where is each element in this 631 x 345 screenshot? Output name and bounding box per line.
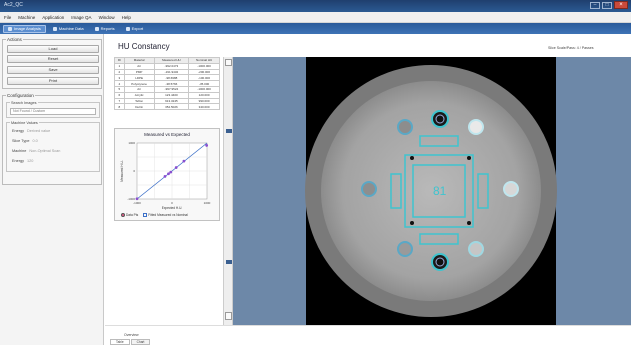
table-row[interactable]: 4 Polystyrene -38.5766 -35.000 bbox=[114, 80, 220, 87]
col-material[interactable]: Material bbox=[123, 57, 155, 64]
chart-title: Measured vs Expected bbox=[144, 132, 190, 137]
data-point bbox=[167, 172, 170, 176]
ct-phantom-image[interactable]: 81 bbox=[233, 57, 631, 325]
viewer-scroll-down-icon[interactable] bbox=[226, 260, 232, 264]
viewer-side-toolbar[interactable] bbox=[223, 57, 233, 325]
left-panel: Actions Load Reset Save Print Configurat… bbox=[0, 34, 104, 345]
menu-file[interactable]: File bbox=[4, 14, 12, 20]
chart-panel: Measured vs Expected -1000 0 1000 1000 0 -100… bbox=[114, 128, 220, 221]
image-viewer[interactable]: 81 bbox=[233, 57, 631, 325]
machine-values-group: Machine Values Energy Derived value Slice… bbox=[6, 121, 100, 172]
phantom-body bbox=[321, 81, 541, 301]
data-point bbox=[163, 174, 167, 178]
toolbar-export[interactable]: Export bbox=[122, 25, 148, 33]
field-machine: Machine Non-Optimal Scan bbox=[12, 149, 61, 153]
actions-title: Actions bbox=[6, 37, 23, 42]
page-title: HU Constancy bbox=[118, 42, 170, 51]
configuration-title: Configuration bbox=[6, 93, 35, 98]
toolbar-image-analysis[interactable]: Image Analysis bbox=[3, 24, 46, 33]
field-energy-b: Energy 120 bbox=[12, 159, 34, 163]
insert-delrin bbox=[503, 181, 519, 197]
bottom-tabs: Table Chart bbox=[110, 339, 151, 345]
load-button[interactable]: Load bbox=[7, 45, 99, 53]
tab-table[interactable]: Table bbox=[110, 339, 130, 345]
menu-help[interactable]: Help bbox=[121, 14, 131, 20]
data-point bbox=[182, 159, 186, 163]
y-tick-label: 1000 bbox=[128, 141, 135, 145]
viewer-scroll-up-icon[interactable] bbox=[226, 129, 232, 133]
fit-line bbox=[136, 142, 208, 200]
bottom-area bbox=[105, 325, 631, 345]
menu-machine[interactable]: Machine bbox=[18, 14, 36, 20]
viewer-bottom-button[interactable] bbox=[225, 312, 232, 320]
title-bar bbox=[0, 0, 631, 12]
legend-fitted: Fitted Measured vs Nominal bbox=[143, 213, 188, 218]
hu-table: ID Material Measured HU Nominal HU 1 Air -… bbox=[114, 57, 220, 111]
table-cell: 8 bbox=[114, 103, 125, 111]
data-point bbox=[174, 166, 178, 169]
data-point bbox=[205, 144, 209, 147]
insert-polystyrene bbox=[397, 241, 413, 257]
table-cell: 352.5026 bbox=[153, 103, 190, 111]
menu-bar: File Machine Application Image QA Window… bbox=[0, 12, 631, 23]
legend-swatch-points bbox=[121, 213, 125, 218]
center-insert-label: 81 bbox=[433, 184, 447, 198]
close-button[interactable]: × bbox=[614, 1, 628, 9]
search-images-label: Search Images bbox=[10, 101, 38, 105]
menu-window[interactable]: Window bbox=[98, 14, 115, 20]
x-axis-label: Expected H.U. bbox=[162, 206, 183, 210]
x-tick-label: 0 bbox=[171, 201, 173, 205]
machine-icon bbox=[52, 26, 57, 31]
image-icon bbox=[8, 26, 12, 31]
export-icon bbox=[125, 26, 130, 31]
chart-legend: Data Pts Fitted Measured vs Nominal bbox=[121, 213, 188, 218]
table-row[interactable]: 8 Delrin 352.5026 340.000 bbox=[114, 103, 220, 111]
search-images-group: Search Images Not Found / Custom bbox=[6, 101, 100, 118]
data-point bbox=[169, 170, 173, 174]
insert-ldpe bbox=[361, 181, 377, 197]
table-header-row: ID Material Measured HU Nominal HU bbox=[114, 57, 220, 64]
legend-swatch-fit bbox=[143, 213, 148, 218]
report-icon bbox=[94, 26, 99, 31]
legend-data-pts: Data Pts bbox=[121, 213, 138, 218]
scatter-chart: -1000 0 1000 1000 0 -1000 Expected H.U. Measure… bbox=[120, 141, 211, 210]
menu-application[interactable]: Application bbox=[42, 14, 65, 20]
insert-teflon bbox=[468, 119, 484, 135]
maximize-button[interactable]: □ bbox=[602, 2, 612, 9]
insert-pmp bbox=[397, 119, 413, 135]
x-tick-label: -1000 bbox=[133, 201, 141, 205]
toolbar-reports[interactable]: Reports bbox=[91, 25, 119, 33]
search-images-input[interactable]: Not Found / Custom bbox=[10, 108, 96, 115]
col-nominal[interactable]: Nominal HU bbox=[188, 57, 220, 64]
print-button[interactable]: Print bbox=[7, 77, 99, 85]
x-tick-label: 1000 bbox=[204, 201, 211, 205]
configuration-group: Configuration Search Images Not Found / … bbox=[2, 93, 102, 185]
window-title: Ac2_QC bbox=[4, 2, 23, 8]
machine-values-label: Machine Values bbox=[10, 121, 39, 125]
actions-group: Actions Load Reset Save Print bbox=[2, 37, 102, 89]
overview-label: Overview bbox=[124, 333, 139, 337]
table-cell: 340.000 bbox=[188, 103, 220, 111]
y-tick-label: 0 bbox=[133, 169, 135, 173]
toolbar: Image Analysis Machine Data Reports Expo… bbox=[0, 23, 631, 34]
table-body: 1 Air -992.0473 -1000.000 2 PMP -191.9432 -200.… bbox=[114, 62, 220, 111]
toolbar-machine-data[interactable]: Machine Data bbox=[49, 25, 88, 33]
viewer-zoom-button[interactable] bbox=[225, 59, 232, 66]
insert-acrylic bbox=[468, 241, 484, 257]
field-slice-type: Slice Type 0.0 bbox=[12, 139, 38, 143]
geometry-overlay bbox=[390, 135, 489, 245]
content-header bbox=[105, 34, 631, 54]
minimize-button[interactable]: – bbox=[590, 2, 600, 9]
reset-button[interactable]: Reset bbox=[7, 55, 99, 63]
save-button[interactable]: Save bbox=[7, 66, 99, 74]
field-energy-a: Energy Derived value bbox=[12, 129, 51, 133]
y-tick-label: -1000 bbox=[127, 197, 135, 201]
slice-info: Slice Scale/Pass: 4 / Passes bbox=[548, 46, 594, 50]
table-cell: Delrin bbox=[123, 103, 155, 111]
data-point bbox=[135, 197, 139, 201]
tab-chart[interactable]: Chart bbox=[130, 339, 151, 345]
y-axis-label: Measured H.U. bbox=[120, 160, 124, 182]
menu-image-qa[interactable]: Image QA bbox=[71, 14, 92, 20]
